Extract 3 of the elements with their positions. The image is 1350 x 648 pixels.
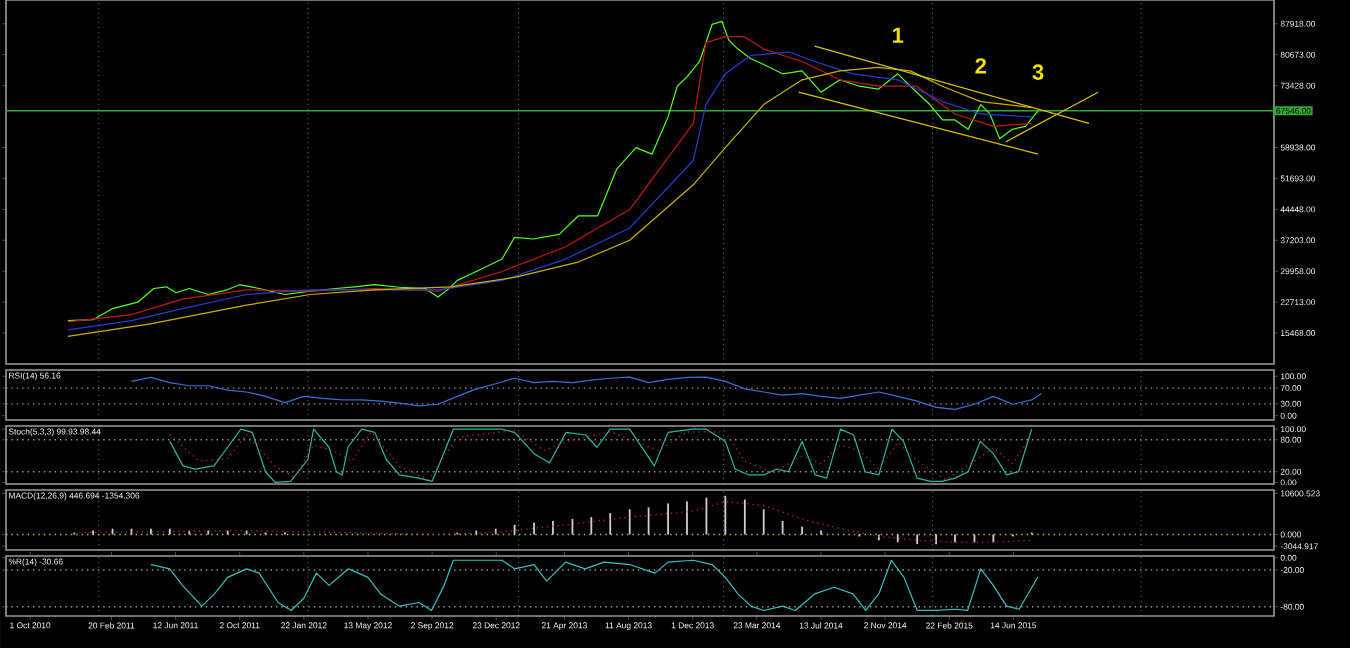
annotation: 3 <box>1032 64 1044 80</box>
annotation: 2 <box>975 58 986 74</box>
annotation: 1 <box>892 27 904 43</box>
